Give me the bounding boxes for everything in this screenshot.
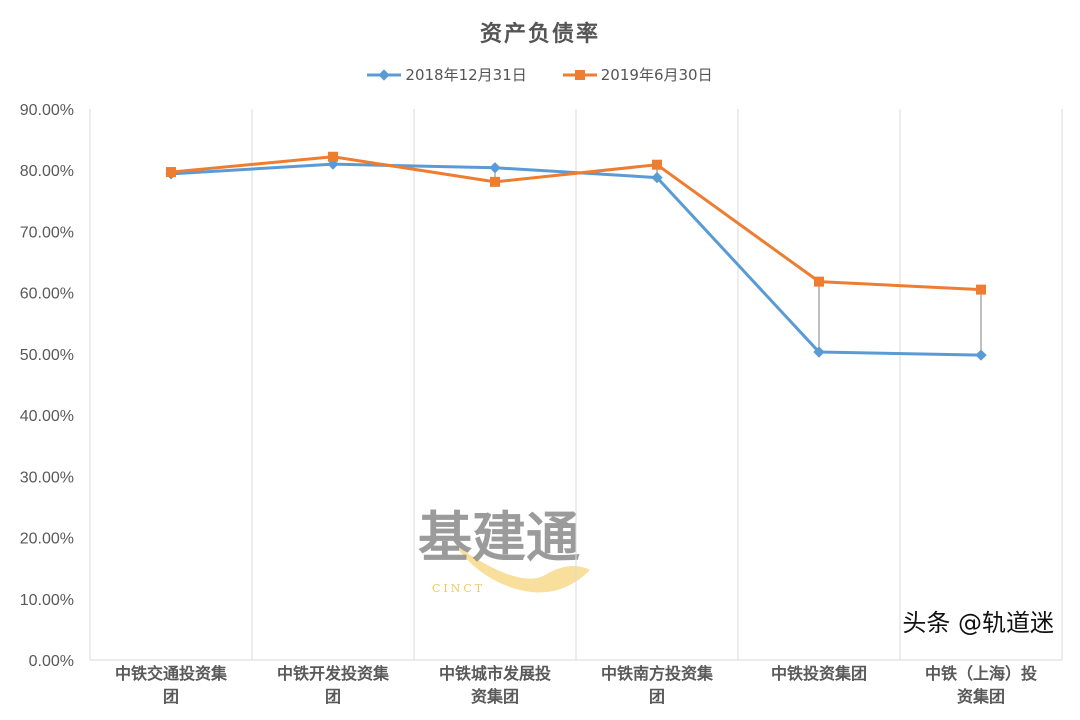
- legend-item-2019: 2019年6月30日: [562, 64, 713, 85]
- x-tick-label: 团: [163, 687, 179, 706]
- watermark-swoosh: [455, 545, 590, 593]
- x-tick-label: 中铁投资集团: [771, 664, 867, 683]
- y-tick-label: 0.00%: [29, 653, 74, 670]
- x-tick-label: 中铁（上海）投: [925, 664, 1037, 683]
- watermark-logo-sub: CINCT: [432, 582, 485, 595]
- y-tick-label: 90.00%: [20, 102, 74, 119]
- data-point-square: [166, 167, 176, 178]
- data-point-square: [976, 284, 986, 295]
- y-tick-label: 40.00%: [20, 408, 74, 425]
- legend: 2018年12月31日 2019年6月30日: [0, 64, 1080, 85]
- data-point-diamond: [489, 162, 501, 174]
- y-tick-label: 50.00%: [20, 347, 74, 364]
- y-tick-label: 80.00%: [20, 163, 74, 180]
- x-tick-label: 中铁交通投资集: [115, 664, 228, 683]
- x-tick-label: 团: [325, 687, 341, 706]
- data-point-square: [328, 151, 338, 162]
- series-line-1: [170, 155, 982, 292]
- y-tick-label: 20.00%: [20, 531, 74, 548]
- x-tick-label: 中铁城市发展投: [439, 664, 551, 683]
- x-tick-label: 团: [649, 687, 665, 706]
- x-tick-label: 中铁开发投资集: [277, 664, 390, 683]
- data-point-square: [490, 176, 500, 187]
- data-point-square: [652, 159, 662, 170]
- y-tick-label: 10.00%: [20, 592, 74, 609]
- data-point-square: [814, 276, 824, 287]
- chart-title: 资产负债率: [479, 22, 600, 47]
- x-tick-label: 资集团: [957, 687, 1005, 706]
- x-tick-label: 资集团: [471, 687, 519, 706]
- legend-label-2018: 2018年12月31日: [405, 66, 527, 84]
- y-tick-label: 30.00%: [20, 469, 74, 486]
- data-point-diamond: [975, 349, 987, 361]
- legend-label-2019: 2019年6月30日: [600, 66, 713, 84]
- y-tick-label: 60.00%: [20, 286, 74, 303]
- x-tick-label: 中铁南方投资集: [601, 664, 714, 683]
- legend-item-2018: 2018年12月31日: [367, 64, 527, 85]
- watermark-caption: 头条 @轨道迷: [902, 609, 1054, 637]
- y-tick-label: 70.00%: [20, 224, 74, 241]
- watermark-logo: 基建通: [418, 506, 580, 569]
- data-point-diamond: [651, 171, 663, 184]
- data-point-diamond: [813, 346, 825, 358]
